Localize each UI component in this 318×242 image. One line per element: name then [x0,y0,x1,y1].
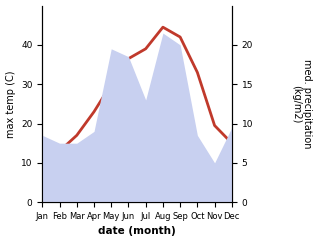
Y-axis label: max temp (C): max temp (C) [5,70,16,138]
Y-axis label: med. precipitation
(kg/m2): med. precipitation (kg/m2) [291,59,313,149]
X-axis label: date (month): date (month) [98,227,176,236]
